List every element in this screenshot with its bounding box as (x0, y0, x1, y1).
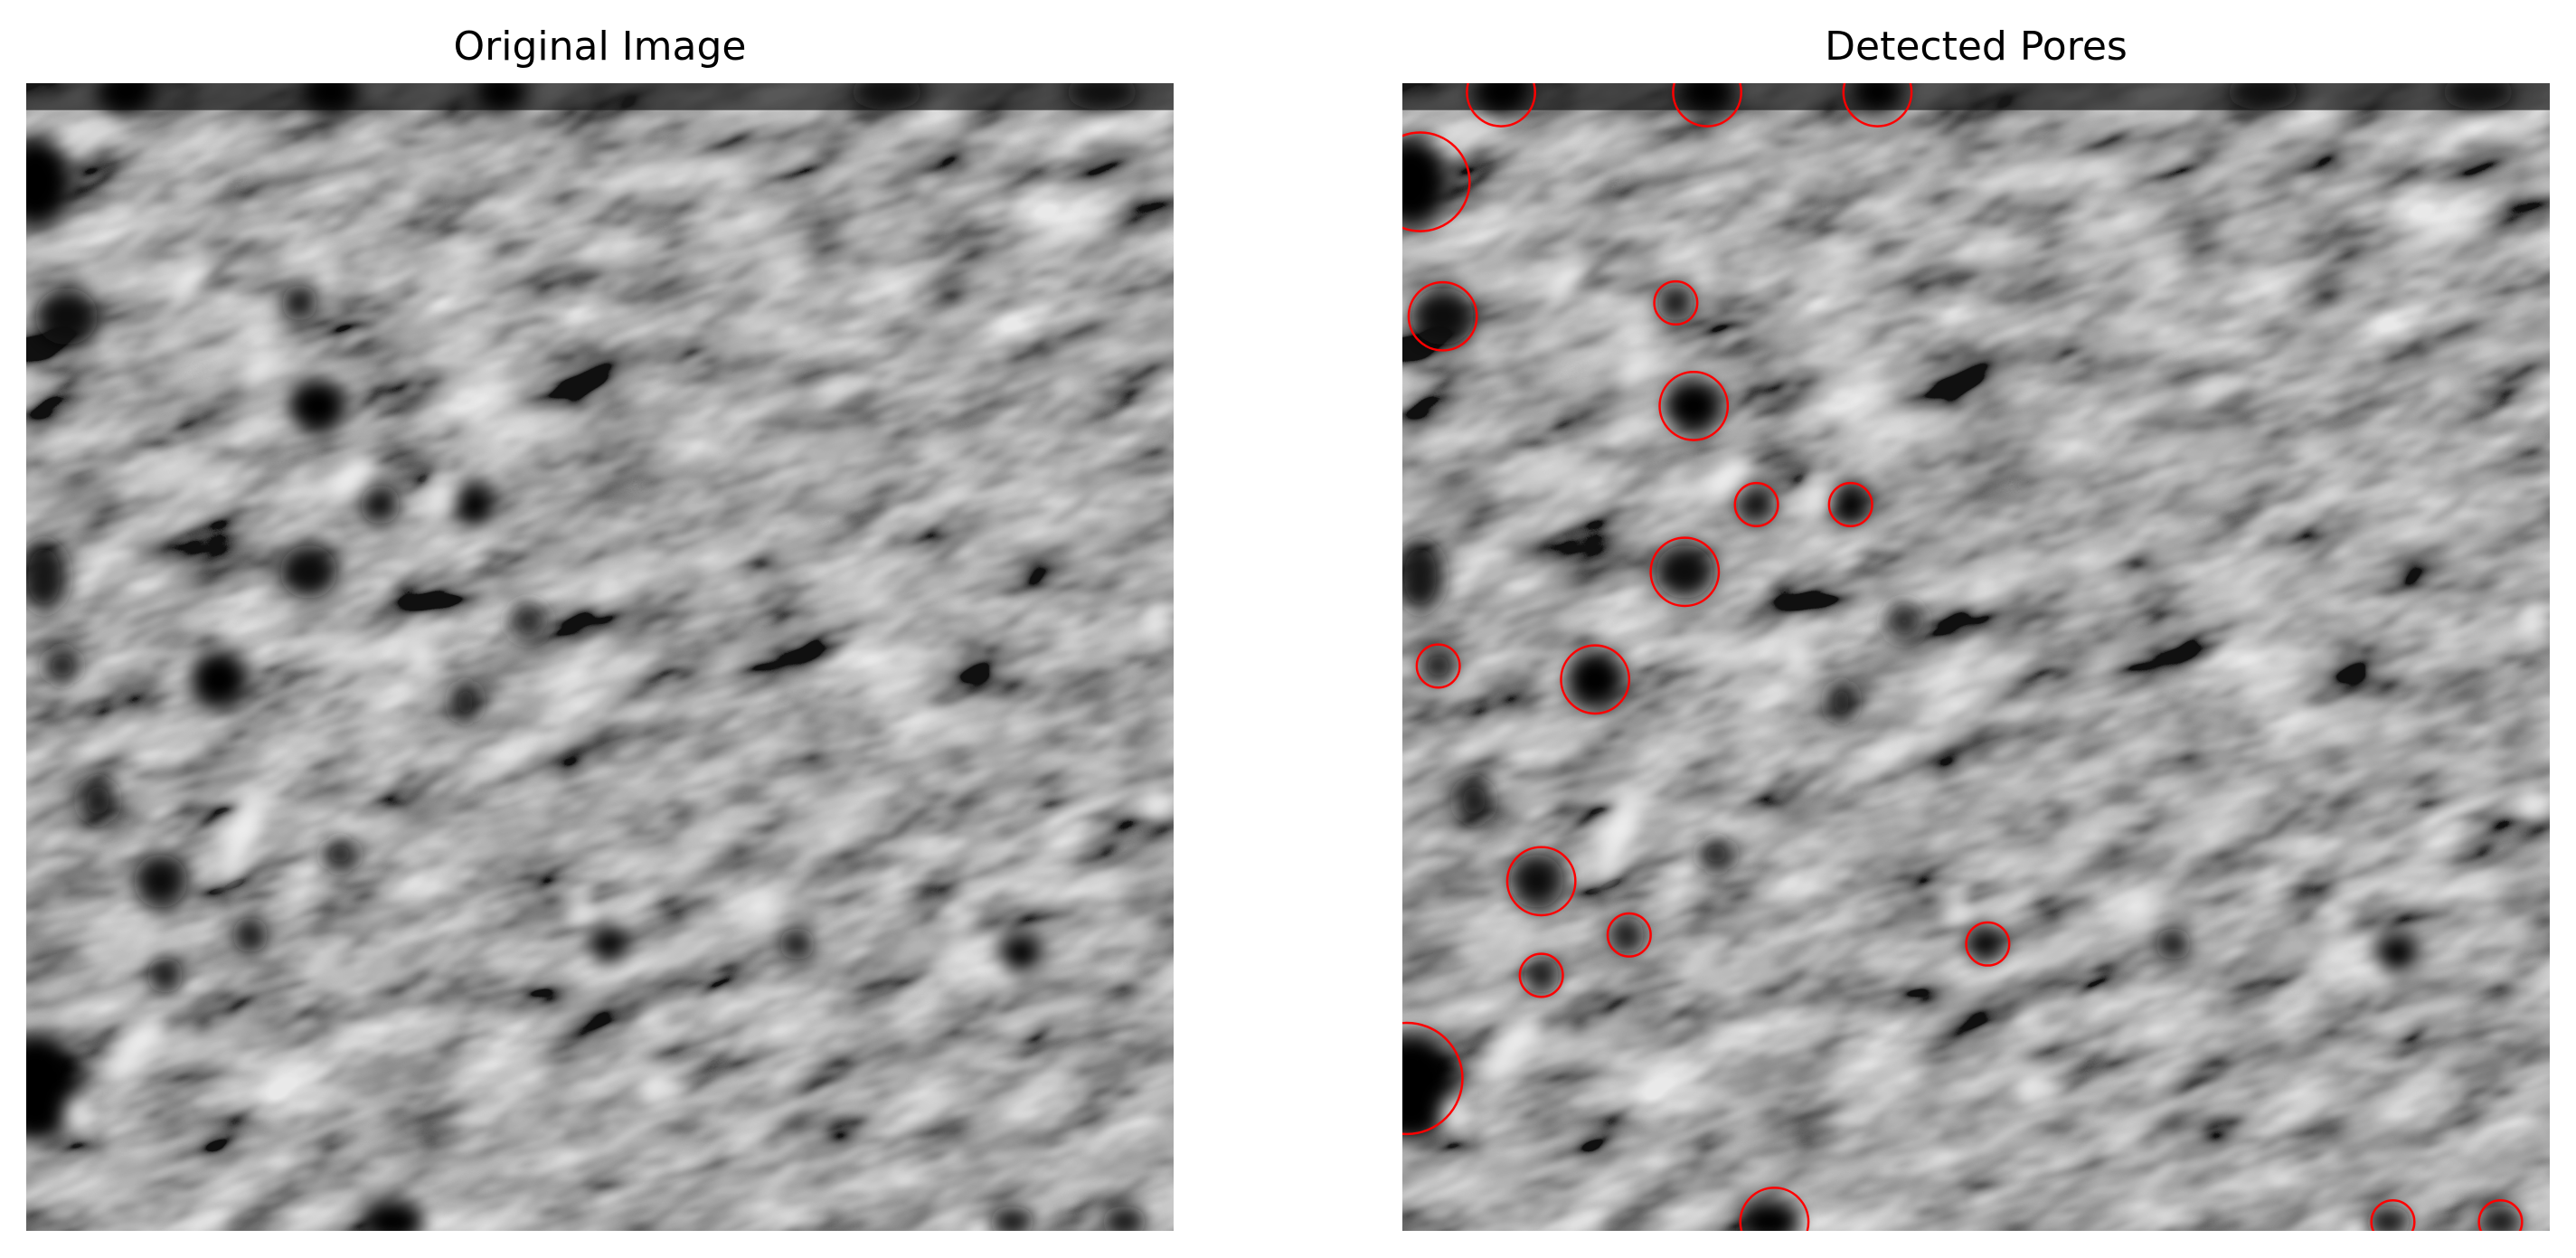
pore-marker-circle (1606, 912, 1652, 958)
pore-marker-circle (1518, 952, 1564, 998)
pore-marker-circle (1466, 83, 1536, 128)
detected-pores-title: Detected Pores (1825, 24, 2128, 70)
pore-marker-circle (1407, 280, 1478, 352)
pore-markers (1402, 83, 2524, 1231)
pore-marker-circle (1402, 1021, 1464, 1136)
pore-marker-circle (1658, 370, 1730, 441)
detected-pores-panel (1402, 83, 2550, 1231)
pore-marker-circle (1415, 643, 1461, 689)
pore-marker-circle (1827, 481, 1873, 527)
original-micrograph (26, 83, 1174, 1231)
pore-marker-circle (1649, 536, 1721, 608)
pore-marker-circle (1733, 481, 1779, 527)
pore-marker-circle (2370, 1199, 2416, 1231)
pore-marker-circle (1505, 846, 1577, 917)
pore-marker-circle (1560, 644, 1631, 715)
pore-marker-circle (2477, 1199, 2524, 1231)
pore-marker-circle (1739, 1187, 1810, 1231)
pore-marker-circle (1402, 131, 1471, 232)
original-image-title: Original Image (453, 24, 747, 70)
pore-marker-circle (1653, 279, 1699, 326)
original-image-panel (26, 83, 1174, 1231)
pore-marker-circle (1672, 83, 1742, 128)
pore-marker-circle (1842, 83, 1913, 128)
detected-micrograph (1402, 83, 2550, 1231)
pore-marker-circle (1965, 921, 2011, 967)
